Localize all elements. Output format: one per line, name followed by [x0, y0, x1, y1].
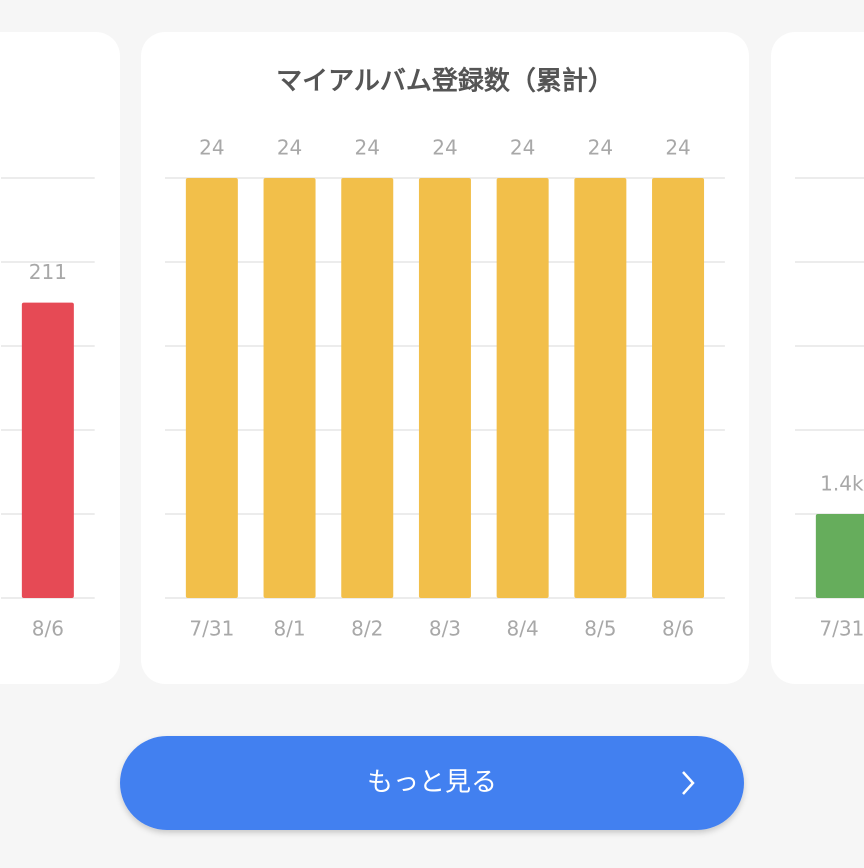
x-tick-label: 8/1	[273, 617, 305, 641]
x-tick-label: 8/5	[584, 617, 616, 641]
more-button[interactable]: もっと見る	[120, 736, 744, 830]
bar	[418, 178, 471, 598]
chart-title: マイアルバム登録数（累計）	[276, 66, 614, 97]
bar	[21, 302, 74, 598]
x-tick-label: 8/6	[662, 617, 694, 641]
button-bg[interactable]	[120, 736, 744, 830]
button-label[interactable]: もっと見る	[367, 768, 497, 798]
value-label: 24	[277, 136, 302, 160]
bar	[496, 178, 549, 598]
value-label: 24	[199, 136, 224, 160]
value-label: 211	[29, 260, 67, 284]
bar	[815, 514, 864, 598]
value-label: 24	[665, 136, 690, 160]
x-tick-label: 7/31	[189, 617, 234, 641]
x-tick-label: 7/31	[819, 617, 864, 641]
x-tick-label: 8/6	[32, 617, 64, 641]
bar	[574, 178, 627, 598]
bar	[341, 178, 394, 598]
bar	[185, 178, 238, 598]
x-tick-label: 8/2	[351, 617, 383, 641]
bar	[652, 178, 705, 598]
x-tick-label: 8/4	[507, 617, 539, 641]
value-label: 24	[588, 136, 613, 160]
value-label: 24	[355, 136, 380, 160]
value-label: 1.4k	[820, 472, 864, 496]
value-label: 24	[510, 136, 535, 160]
value-label: 24	[432, 136, 457, 160]
bar	[263, 178, 316, 598]
plots: 211 8/6 24 7/31 24 8/1 24 8/2 24 8/3 24 8/4 24 8/5 24 8…	[1, 136, 864, 641]
chevron	[682, 771, 695, 795]
x-tick-label: 8/3	[429, 617, 461, 641]
